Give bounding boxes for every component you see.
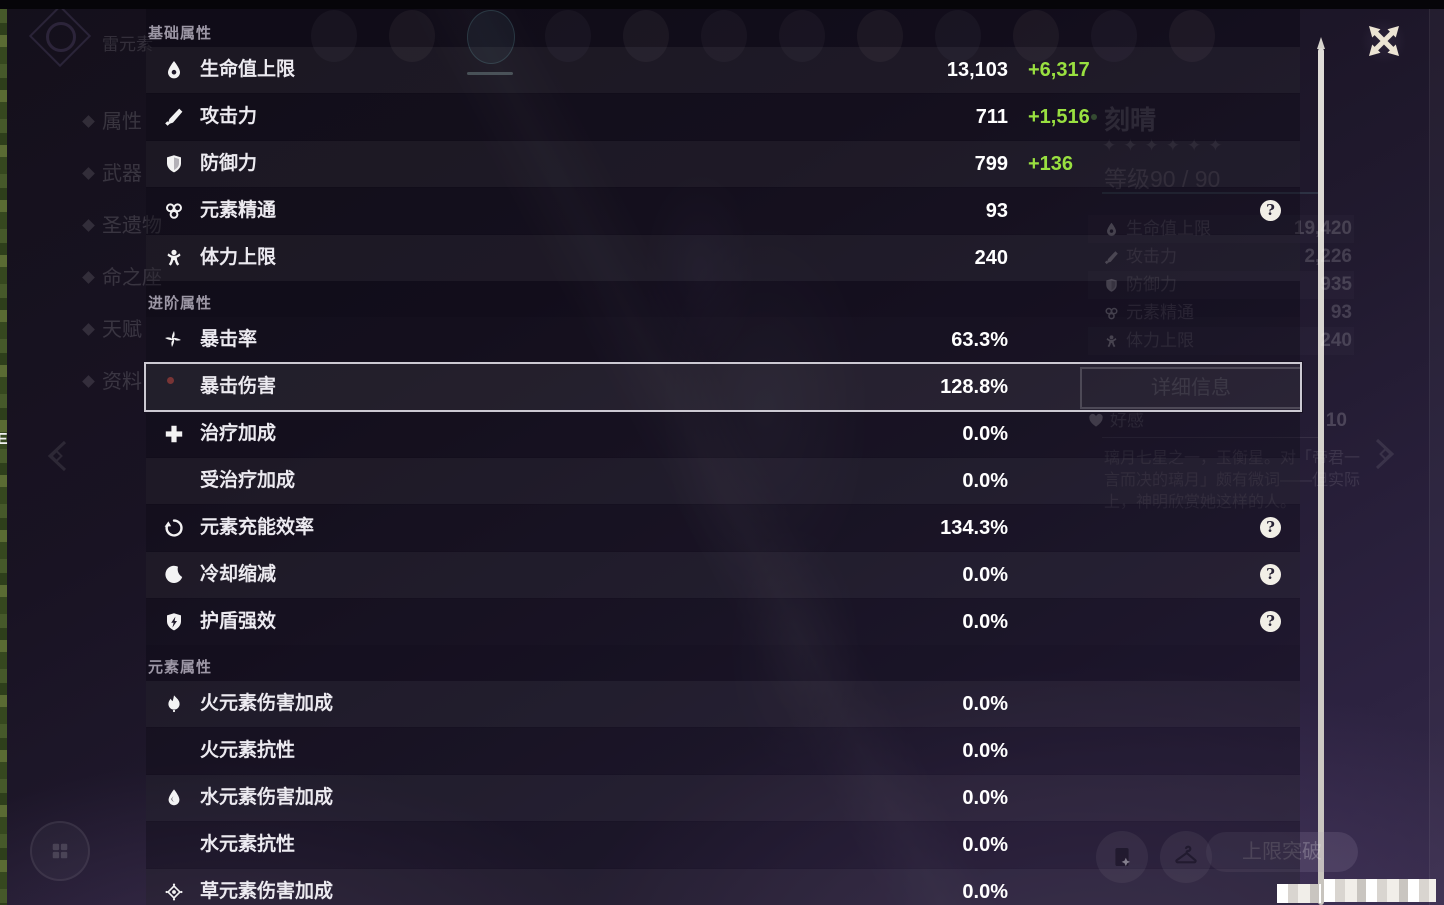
character-avatar[interactable] — [857, 10, 903, 62]
section-header-elemental: 元素属性 — [148, 659, 213, 676]
status-dot — [1091, 114, 1097, 120]
atk-icon — [164, 107, 184, 127]
stat-row-incoming-healing[interactable]: 受治疗加成 0.0% — [146, 458, 1300, 504]
character-avatar[interactable] — [311, 10, 357, 62]
stat-row-healing-bonus[interactable]: 治疗加成 0.0% — [146, 411, 1300, 457]
modal-dim-layer — [146, 9, 1300, 905]
diamond-bullet-icon — [82, 219, 95, 232]
character-avatar[interactable] — [701, 10, 747, 62]
friendship-row: 好感 10 — [1088, 408, 1347, 434]
next-character-arrow-icon[interactable] — [1372, 438, 1398, 470]
diamond-bullet-icon — [82, 323, 95, 336]
section-header-advanced: 进阶属性 — [148, 295, 213, 312]
help-icon[interactable]: ? — [1260, 611, 1281, 632]
top-letterbox-bar — [0, 0, 1444, 9]
menu-grid-button[interactable] — [30, 821, 90, 881]
character-level: 等级90 / 90 — [1104, 166, 1221, 192]
character-avatar[interactable] — [1091, 10, 1137, 62]
censored-uid-block — [1277, 884, 1321, 903]
dendro-icon — [164, 882, 184, 902]
notification-dot — [167, 377, 174, 384]
element-label: 雷元素 — [102, 35, 153, 54]
bg-stat-row: 元素精通 93 — [1088, 299, 1354, 327]
stat-row-hydro-res[interactable]: 水元素抗性 0.0% — [200, 834, 1008, 856]
stat-row-atk[interactable]: 攻击力 711 +1,516 — [146, 94, 1300, 140]
character-description: 璃月七星之一，玉衡星。对「帝君一 言而决的璃月」颇有微词——但实际 上，神明欣赏… — [1104, 450, 1361, 511]
stat-row-dendro-dmg[interactable]: 草元素伤害加成 0.0% — [146, 869, 1300, 905]
pyro-icon — [164, 694, 184, 714]
interact-key-prompt: E — [0, 431, 8, 448]
previous-character-arrow-icon[interactable] — [44, 440, 70, 472]
sidebar-item-weapon[interactable]: 武器 — [82, 160, 174, 188]
def-icon — [164, 154, 184, 174]
shield-strength-icon — [164, 612, 184, 632]
stat-row-cd-reduction[interactable]: 冷却缩减 0.0% ? — [146, 552, 1300, 598]
stat-row-elemental-mastery[interactable]: 元素精通 93 ? — [146, 188, 1300, 234]
stat-row-pyro-res[interactable]: 火元素抗性 0.0% — [200, 740, 1008, 762]
stat-row-crit-dmg-selected[interactable]: 暴击伤害 128.8% — [146, 364, 1300, 410]
censored-uid-block — [1324, 879, 1436, 902]
ascend-button[interactable]: 上限突破 — [1206, 832, 1358, 872]
stat-row-hydro-dmg[interactable]: 水元素伤害加成 0.0% — [146, 775, 1300, 821]
stat-row-def[interactable]: 防御力 799 +136 — [146, 141, 1300, 187]
outfit-button[interactable] — [1160, 831, 1212, 883]
sidebar-item-talents[interactable]: 天赋 — [82, 316, 174, 344]
character-avatar-selected[interactable] — [467, 10, 515, 64]
sidebar-item-constellation[interactable]: 命之座 — [82, 264, 174, 292]
energy-recharge-icon — [164, 518, 184, 538]
sidebar-item-artifacts[interactable]: 圣遗物 — [82, 212, 174, 240]
details-button[interactable]: 详细信息 — [1080, 367, 1302, 409]
stat-row-shield-strength[interactable]: 护盾强效 0.0% ? — [146, 599, 1300, 645]
stat-row-pyro-dmg[interactable]: 火元素伤害加成 0.0% — [146, 681, 1300, 727]
character-card-button[interactable] — [1096, 831, 1148, 883]
character-avatar[interactable] — [935, 10, 981, 62]
diamond-bullet-icon — [82, 167, 95, 180]
stat-row-energy-recharge[interactable]: 元素充能效率 134.3% ? — [146, 505, 1300, 551]
stat-row-crit-rate[interactable]: 暴击率 63.3% — [146, 317, 1300, 363]
bg-stat-row: 体力上限 240 — [1088, 327, 1354, 355]
grid-icon — [49, 840, 71, 862]
character-avatar[interactable] — [779, 10, 825, 62]
scrollbar-thumb[interactable] — [1318, 48, 1324, 905]
hydro-icon — [164, 788, 184, 808]
stamina-icon — [164, 248, 184, 268]
diamond-bullet-icon — [82, 271, 95, 284]
elemental-mastery-icon — [164, 201, 184, 221]
help-icon[interactable]: ? — [1260, 517, 1281, 538]
electro-element-emblem — [28, 4, 92, 68]
selected-avatar-underline — [467, 72, 513, 75]
healing-bonus-icon — [164, 424, 184, 444]
character-avatar[interactable] — [1169, 10, 1215, 62]
crit-rate-icon — [164, 330, 184, 350]
character-avatar[interactable] — [1013, 10, 1059, 62]
divider — [1102, 192, 1318, 194]
character-avatar[interactable] — [545, 10, 591, 62]
cd-reduction-icon — [164, 565, 184, 585]
section-header-base: 基础属性 — [148, 25, 213, 42]
stat-row-hp[interactable]: 生命值上限 13,103 +6,317 — [146, 47, 1300, 93]
character-avatar[interactable] — [389, 10, 435, 62]
diamond-bullet-icon — [82, 375, 95, 388]
bg-stat-row: 生命值上限 19,420 — [1088, 215, 1354, 243]
diamond-bullet-icon — [82, 115, 95, 128]
hp-icon — [164, 60, 184, 80]
close-icon — [1369, 26, 1399, 56]
close-button[interactable] — [1361, 18, 1407, 64]
sidebar-item-profile[interactable]: 资料 — [82, 368, 174, 396]
divider — [1102, 437, 1318, 438]
help-icon[interactable]: ? — [1260, 564, 1281, 585]
screen-edge-panel — [1429, 9, 1444, 905]
character-avatar[interactable] — [623, 10, 669, 62]
stat-row-stamina[interactable]: 体力上限 240 — [146, 235, 1300, 281]
rarity-stars: ✦✦✦✦✦✦ — [1102, 136, 1230, 155]
world-foliage-strip — [0, 9, 7, 905]
bg-stat-row: 攻击力 2,226 — [1088, 243, 1354, 271]
help-icon[interactable]: ? — [1260, 200, 1281, 221]
character-name: 刻晴 — [1104, 105, 1157, 135]
sidebar-item-attributes[interactable]: 属性 — [82, 108, 174, 136]
scrollbar-arrow-icon — [1317, 37, 1325, 49]
bg-stat-row: 防御力 935 — [1088, 271, 1354, 299]
